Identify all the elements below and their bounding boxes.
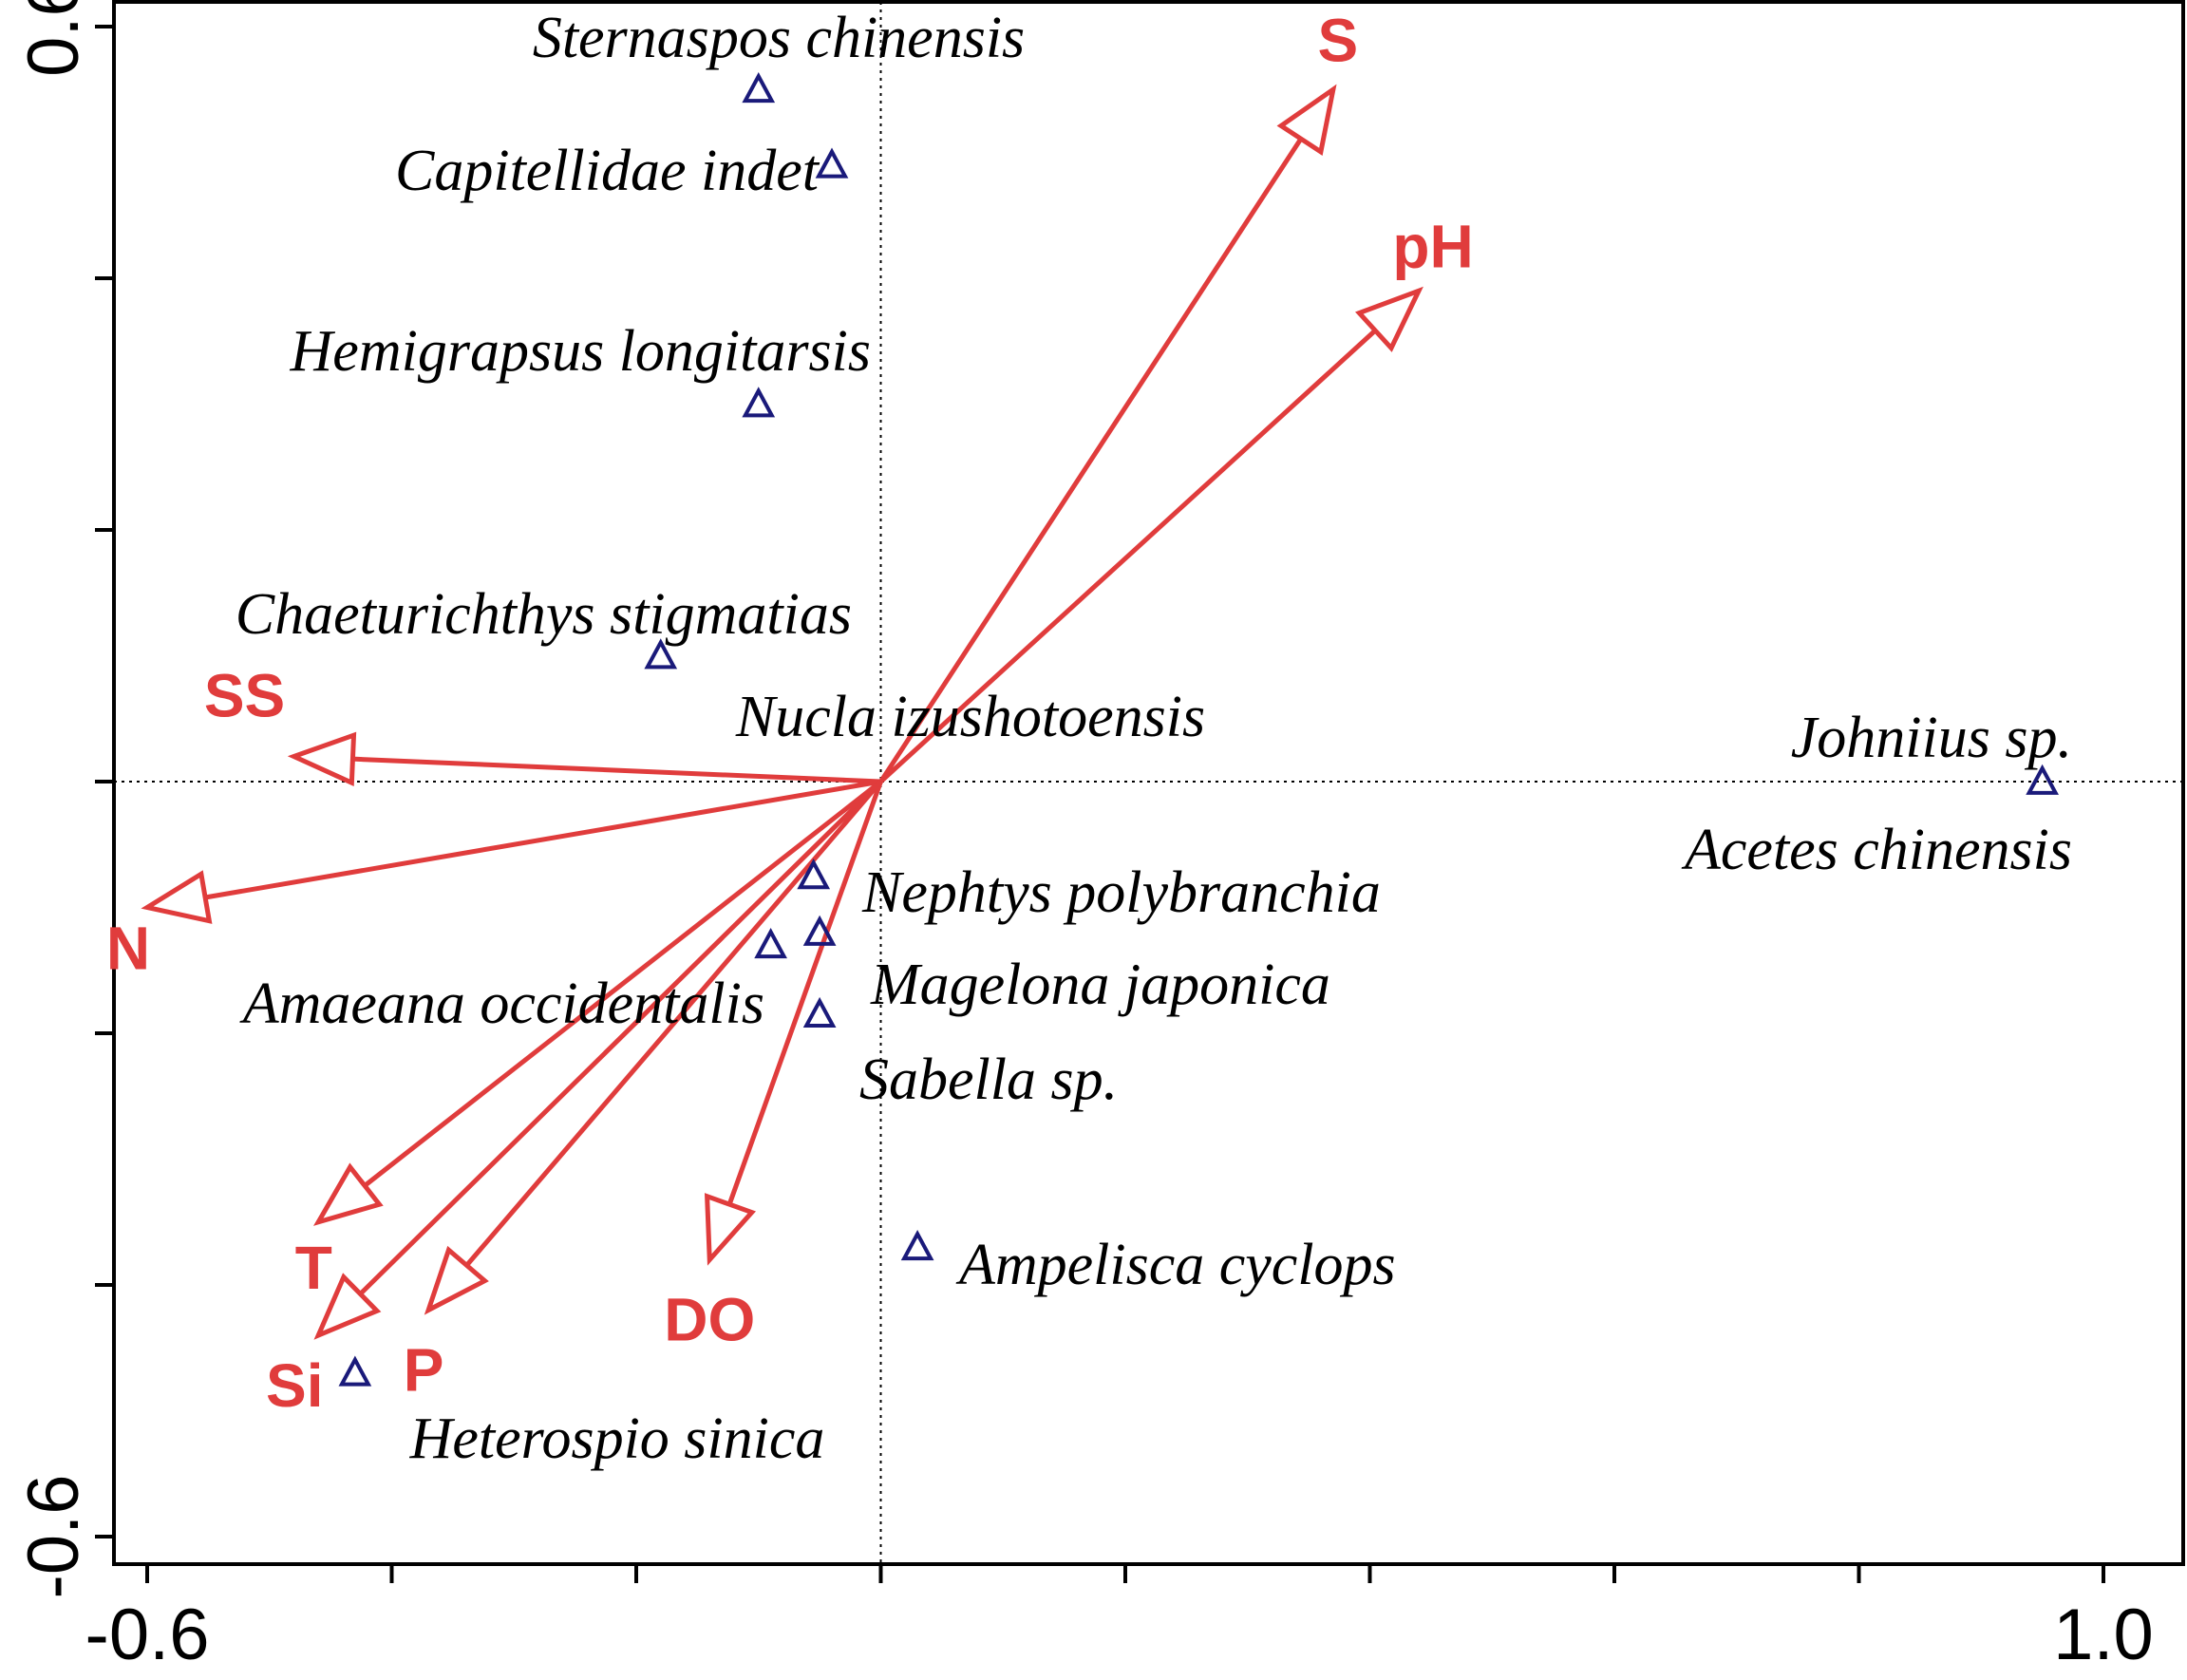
species-label: Magelona japonica <box>870 953 1330 1017</box>
species-sternaspos-chinensis: Sternaspos chinensis <box>533 6 1025 104</box>
env-vector-ss: SS <box>204 662 881 786</box>
env-vector-line <box>363 780 883 1188</box>
env-vector-ph: pH <box>878 212 1474 783</box>
species-marker <box>754 928 787 959</box>
species-label: Ampelisca cyclops <box>955 1233 1396 1297</box>
env-vector-label: T <box>295 1234 332 1302</box>
env-vector-line <box>878 329 1377 783</box>
species-label: Heterospio sinica <box>409 1406 825 1471</box>
species-marker <box>797 859 831 890</box>
species-nephtys-polybranchia: Nephtys polybranchia <box>797 859 1381 925</box>
species-marker <box>802 996 837 1029</box>
species-johniius-sp: Johniius sp. <box>1791 706 2072 795</box>
species-marker <box>900 1230 934 1261</box>
species-magelona-japonica: Magelona japonica <box>802 915 1330 1017</box>
species-ampelisca-cyclops: Ampelisca cyclops <box>900 1230 1396 1297</box>
x-tick-label: 1.0 <box>2053 1595 2154 1675</box>
env-vector-n: N <box>106 779 881 983</box>
species-marker <box>815 147 849 179</box>
species-sabella-sp: Sabella sp. <box>802 996 1118 1112</box>
env-vector-s: S <box>878 6 1359 783</box>
env-vector-line <box>726 781 883 1205</box>
species-hemigrapsus-longitarsis: Hemigrapsus longitarsis <box>290 319 871 418</box>
y-tick-label: -0.6 <box>13 1475 94 1599</box>
species-marker <box>338 1355 372 1387</box>
environment-vectors-layer: SpH SS N T Si P DO <box>106 6 1474 1420</box>
species-label: Nucla izushotoensis <box>735 685 1205 749</box>
env-vector-arrowhead <box>1355 286 1423 352</box>
env-vector-arrowhead <box>1276 84 1337 156</box>
axes-layer: -0.6 1.0 -0.6 0.6 <box>13 0 2154 1675</box>
env-vector-label: Si <box>266 1351 323 1420</box>
species-label: Chaeturichthys stigmatias <box>236 582 852 647</box>
species-label: Johniius sp. <box>1791 706 2072 770</box>
species-label: Sternaspos chinensis <box>533 6 1025 70</box>
species-acetes-chinensis: Acetes chinensis <box>1681 818 2072 882</box>
env-vector-line <box>358 780 883 1296</box>
env-vector-arrowhead <box>424 1245 489 1315</box>
species-label: Amaeana occidentalis <box>239 972 764 1036</box>
species-label: Sabella sp. <box>859 1048 1118 1112</box>
species-marker <box>644 638 678 670</box>
env-vector-label: N <box>106 915 150 983</box>
species-label: Nephtys polybranchia <box>861 860 1381 925</box>
env-vector-label: pH <box>1392 212 1473 280</box>
env-vector-line <box>878 137 1304 783</box>
env-vector-label: SS <box>204 662 285 730</box>
env-vector-arrowhead <box>313 1273 382 1340</box>
env-vector-label: DO <box>664 1286 755 1354</box>
env-vector-label: P <box>404 1336 444 1405</box>
y-tick-label: 0.6 <box>13 0 94 77</box>
env-vector-arrowhead <box>141 870 213 924</box>
env-vector-t: T <box>295 780 883 1302</box>
species-marker <box>742 387 776 418</box>
env-vector-arrowhead <box>704 1193 757 1266</box>
env-vector-line <box>204 779 881 900</box>
plot-border <box>112 0 2185 1566</box>
species-label: Hemigrapsus longitarsis <box>290 319 871 384</box>
species-amaeana-occidentalis: Amaeana occidentalis <box>239 928 787 1036</box>
species-label: Capitellidae indet <box>395 139 820 203</box>
species-heterospio-sinica: Heterospio sinica <box>338 1355 825 1471</box>
env-vector-arrowhead <box>287 731 357 786</box>
species-chaeturichthys-stigmatias: Chaeturichthys stigmatias <box>236 582 852 670</box>
species-label: Acetes chinensis <box>1681 818 2072 882</box>
species-layer: Sternaspos chinensis Capitellidae indet He… <box>236 6 2072 1471</box>
plot-frame-layer <box>112 0 2185 1566</box>
x-tick-label: -0.6 <box>85 1595 210 1675</box>
species-marker <box>802 915 837 946</box>
species-marker <box>742 72 776 104</box>
env-vector-do: DO <box>664 781 883 1354</box>
env-vector-si: Si <box>266 780 883 1420</box>
env-vector-p: P <box>404 780 883 1405</box>
env-vector-line <box>352 756 881 784</box>
env-vector-arrowhead <box>312 1162 384 1226</box>
species-nucla-izushotoensis: Nucla izushotoensis <box>735 685 1205 749</box>
species-capitellidae-indet: Capitellidae indet <box>395 139 849 203</box>
species-marker <box>2026 764 2059 795</box>
env-vector-label: S <box>1318 6 1359 74</box>
